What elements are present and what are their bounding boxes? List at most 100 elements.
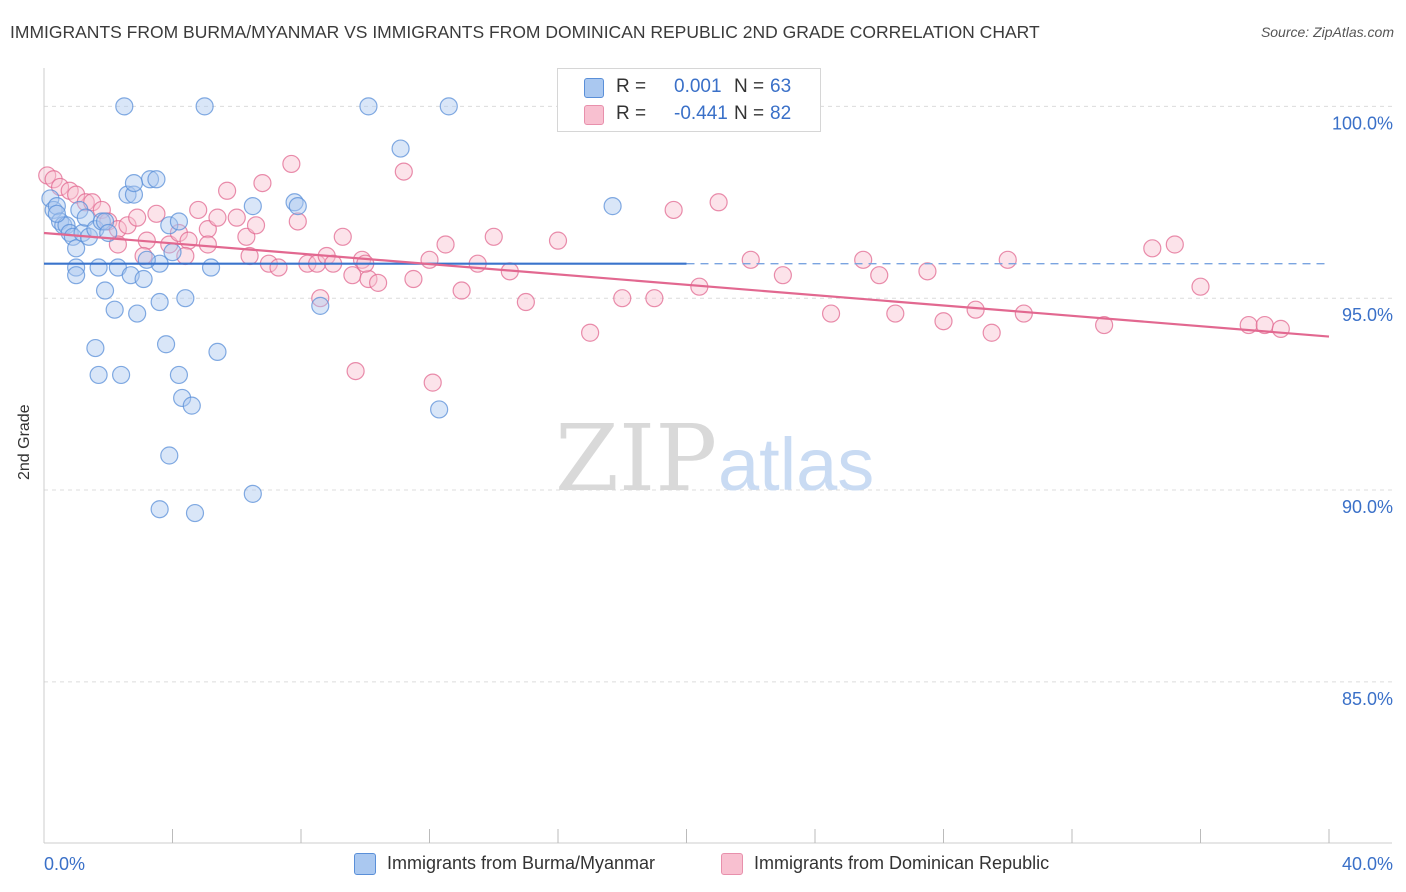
point-burma <box>201 258 221 277</box>
trend-lines <box>43 231 1330 338</box>
point-burma <box>169 365 189 385</box>
point-dominican <box>664 200 683 220</box>
point-dominican <box>1143 239 1162 258</box>
tick-labels: 100.0% 95.0% 90.0% 85.0% 0.0% 40.0% <box>44 113 1393 874</box>
point-burma <box>124 173 144 193</box>
legend-n-value-dominican: 82 <box>770 103 792 124</box>
point-burma <box>89 365 108 385</box>
point-dominican <box>346 361 365 381</box>
point-burma <box>111 365 131 385</box>
point-burma <box>86 338 105 358</box>
point-dominican <box>1191 277 1210 296</box>
legend-r-value-burma: 0.001 <box>674 76 722 97</box>
legend-r-value-dominican: -0.441 <box>674 103 728 124</box>
point-dominican <box>741 250 760 269</box>
point-dominican <box>854 250 873 269</box>
point-burma <box>95 281 115 300</box>
point-dominican <box>870 266 889 285</box>
point-dominican <box>288 212 307 231</box>
point-burma <box>115 97 134 116</box>
point-dominican <box>198 235 217 254</box>
source-label: Source: ZipAtlas.com <box>1260 24 1394 40</box>
point-dominican <box>311 289 330 308</box>
point-dominican <box>998 250 1017 269</box>
point-dominican <box>918 262 937 281</box>
legend-r-label: R = <box>616 103 647 124</box>
legend-n-label: N = <box>734 76 765 97</box>
point-dominican <box>709 193 728 212</box>
point-burma <box>160 446 179 465</box>
y-tick-label: 95.0% <box>1342 305 1393 325</box>
grid-lines <box>44 105 1392 683</box>
y-tick-label: 90.0% <box>1342 497 1393 517</box>
point-dominican <box>548 231 568 250</box>
point-dominican <box>821 304 841 323</box>
point-dominican <box>118 216 137 235</box>
point-burma <box>150 500 169 519</box>
axes <box>43 68 1392 844</box>
point-burma <box>243 197 262 216</box>
point-burma <box>160 216 179 235</box>
point-dominican <box>1271 319 1290 338</box>
point-dominican <box>128 208 147 227</box>
point-burma <box>105 300 124 319</box>
point-dominican <box>369 273 388 292</box>
point-dominican <box>581 323 600 342</box>
point-burma <box>173 388 192 408</box>
point-dominican <box>484 227 503 246</box>
point-dominican <box>1095 315 1114 335</box>
chart-title: IMMIGRANTS FROM BURMA/MYANMAR VS IMMIGRA… <box>10 22 1040 42</box>
point-dominican <box>982 323 1001 342</box>
bottom-legend-label-burma: Immigrants from Burma/Myanmar <box>387 853 656 873</box>
y-tick-label: 85.0% <box>1342 689 1393 709</box>
point-burma <box>89 258 108 277</box>
point-burma <box>67 239 86 258</box>
point-dominican <box>147 204 166 223</box>
point-dominican <box>773 266 792 285</box>
point-burma <box>134 269 153 289</box>
point-dominican <box>227 208 246 227</box>
point-burma <box>391 139 410 158</box>
point-dominican <box>1165 235 1184 254</box>
point-dominican <box>886 304 905 323</box>
point-burma <box>243 484 262 503</box>
point-burma <box>150 292 169 312</box>
bottom-legend-swatch-dominican <box>721 853 743 875</box>
point-burma <box>208 342 227 362</box>
point-dominican <box>246 216 266 235</box>
point-dominican <box>404 269 423 289</box>
point-burma <box>163 243 182 262</box>
point-dominican <box>189 200 208 220</box>
legend-swatch-burma <box>584 78 604 98</box>
legend-r-label: R = <box>616 76 647 97</box>
point-burma <box>195 97 214 116</box>
point-burma <box>47 197 66 216</box>
series-burma-points <box>41 97 622 523</box>
point-dominican <box>452 281 471 300</box>
point-burma <box>185 503 205 523</box>
point-dominican <box>394 162 413 181</box>
point-dominican <box>359 269 378 289</box>
point-dominican <box>423 373 442 392</box>
point-burma <box>430 400 449 419</box>
point-burma <box>47 204 66 223</box>
legend-n-label: N = <box>734 103 765 124</box>
point-burma <box>182 396 201 415</box>
point-dominican <box>333 227 352 246</box>
point-dominican <box>282 154 301 174</box>
point-dominican <box>420 250 439 269</box>
point-burma <box>176 289 195 308</box>
x-tick-label-max: 40.0% <box>1342 854 1393 874</box>
point-dominican <box>966 300 985 319</box>
point-dominican <box>516 292 535 312</box>
point-dominican <box>269 258 288 277</box>
series-dominican-points <box>38 154 1290 392</box>
point-burma <box>118 185 137 204</box>
point-burma <box>147 170 166 189</box>
watermark-atlas: atlas <box>718 423 874 506</box>
point-dominican <box>934 312 953 331</box>
correlation-legend: R = 0.001 N = 63 R = -0.441 N = 82 <box>557 68 821 132</box>
bottom-legend-label-dominican: Immigrants from Dominican Republic <box>754 853 1050 873</box>
point-burma <box>95 212 115 231</box>
